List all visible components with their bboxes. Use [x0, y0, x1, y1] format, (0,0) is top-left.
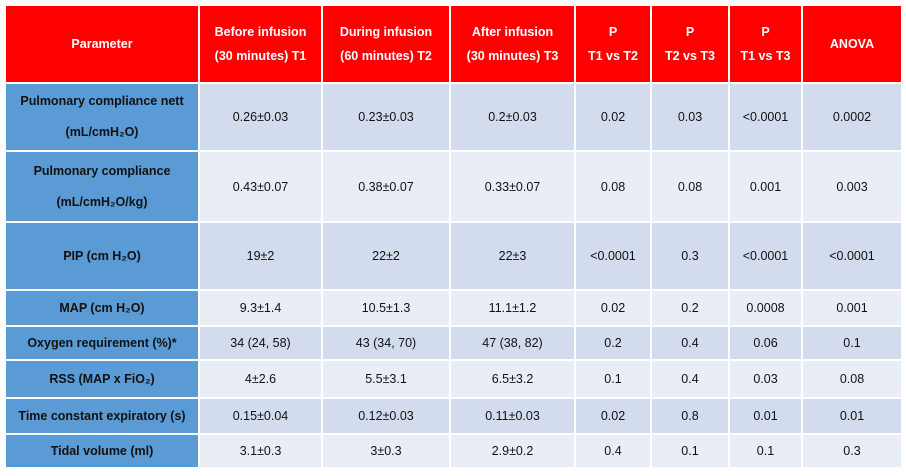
- table-cell: 0.3: [650, 221, 730, 291]
- header-during-infusion: During infusion (60 minutes) T2: [321, 4, 451, 84]
- table-cell: 0.08: [574, 150, 652, 223]
- table-cell: 0.08: [650, 150, 730, 223]
- table-cell: 0.1: [801, 325, 903, 361]
- table-cell: 0.26±0.03: [198, 82, 323, 152]
- table-cell: <0.0001: [574, 221, 652, 291]
- table-cell: 0.43±0.07: [198, 150, 323, 223]
- table-cell: 2.9±0.2: [449, 433, 576, 469]
- table-cell: 0.8: [650, 397, 730, 435]
- table-cell: 0.1: [728, 433, 803, 469]
- table-cell: <0.0001: [728, 82, 803, 152]
- results-table: Parameter Before infusion (30 minutes) T1…: [4, 4, 903, 469]
- table-cell: 0.02: [574, 289, 652, 327]
- table-cell: 0.001: [728, 150, 803, 223]
- table-cell: 0.2: [574, 325, 652, 361]
- table-cell: 0.2: [650, 289, 730, 327]
- table-row: Tidal volume (ml) 3.1±0.3 3±0.3 2.9±0.2 …: [4, 433, 903, 469]
- table-cell: 0.06: [728, 325, 803, 361]
- table-cell: 0.01: [728, 397, 803, 435]
- row-label: Time constant expiratory (s): [4, 397, 200, 435]
- table-cell: 0.3: [801, 433, 903, 469]
- row-label: Pulmonary compliance nett (mL/cmH₂O): [4, 82, 200, 152]
- table-cell: 3.1±0.3: [198, 433, 323, 469]
- table-cell: 22±2: [321, 221, 451, 291]
- table-cell: 0.23±0.03: [321, 82, 451, 152]
- table-cell: 11.1±1.2: [449, 289, 576, 327]
- table-row: MAP (cm H₂O) 9.3±1.4 10.5±1.3 11.1±1.2 0…: [4, 289, 903, 327]
- header-row: Parameter Before infusion (30 minutes) T1…: [4, 4, 903, 84]
- table-cell: 0.2±0.03: [449, 82, 576, 152]
- table-cell: 0.02: [574, 82, 652, 152]
- table-cell: 5.5±3.1: [321, 359, 451, 399]
- table-cell: 0.0002: [801, 82, 903, 152]
- header-after-infusion: After infusion (30 minutes) T3: [449, 4, 576, 84]
- table-cell: <0.0001: [728, 221, 803, 291]
- table-row: PIP (cm H₂O) 19±2 22±2 22±3 <0.0001 0.3 …: [4, 221, 903, 291]
- table-cell: 0.11±0.03: [449, 397, 576, 435]
- table-cell: 47 (38, 82): [449, 325, 576, 361]
- table-row: Time constant expiratory (s) 0.15±0.04 0…: [4, 397, 903, 435]
- table-cell: 0.003: [801, 150, 903, 223]
- table-cell: 22±3: [449, 221, 576, 291]
- table-cell: 0.4: [650, 359, 730, 399]
- table-row: Pulmonary compliance nett (mL/cmH₂O) 0.26…: [4, 82, 903, 152]
- row-label: PIP (cm H₂O): [4, 221, 200, 291]
- table-row: Oxygen requirement (%)* 34 (24, 58) 43 (…: [4, 325, 903, 361]
- table-cell: 0.01: [801, 397, 903, 435]
- table-cell: 34 (24, 58): [198, 325, 323, 361]
- header-parameter: Parameter: [4, 4, 200, 84]
- table-cell: 0.0008: [728, 289, 803, 327]
- table-cell: 0.38±0.07: [321, 150, 451, 223]
- table-cell: 0.4: [574, 433, 652, 469]
- row-label: Tidal volume (ml): [4, 433, 200, 469]
- row-label: MAP (cm H₂O): [4, 289, 200, 327]
- header-p-t1-t3: P T1 vs T3: [728, 4, 803, 84]
- table-cell: 9.3±1.4: [198, 289, 323, 327]
- table-row: Pulmonary compliance (mL/cmH₂O/kg) 0.43±0…: [4, 150, 903, 223]
- table-cell: 0.4: [650, 325, 730, 361]
- row-label: RSS (MAP x FiO₂): [4, 359, 200, 399]
- table-cell: 0.08: [801, 359, 903, 399]
- table-row: RSS (MAP x FiO₂) 4±2.6 5.5±3.1 6.5±3.2 0…: [4, 359, 903, 399]
- table-cell: 0.1: [574, 359, 652, 399]
- header-p-t1-t2: P T1 vs T2: [574, 4, 652, 84]
- table-cell: 0.12±0.03: [321, 397, 451, 435]
- table-cell: 0.15±0.04: [198, 397, 323, 435]
- header-anova: ANOVA: [801, 4, 903, 84]
- table-cell: 6.5±3.2: [449, 359, 576, 399]
- table-cell: 0.02: [574, 397, 652, 435]
- table-cell: 0.03: [728, 359, 803, 399]
- table-cell: 0.03: [650, 82, 730, 152]
- table-cell: <0.0001: [801, 221, 903, 291]
- table-cell: 0.1: [650, 433, 730, 469]
- header-p-t2-t3: P T2 vs T3: [650, 4, 730, 84]
- table-cell: 43 (34, 70): [321, 325, 451, 361]
- header-before-infusion: Before infusion (30 minutes) T1: [198, 4, 323, 84]
- row-label: Oxygen requirement (%)*: [4, 325, 200, 361]
- table-cell: 4±2.6: [198, 359, 323, 399]
- row-label: Pulmonary compliance (mL/cmH₂O/kg): [4, 150, 200, 223]
- table-cell: 10.5±1.3: [321, 289, 451, 327]
- table-cell: 0.001: [801, 289, 903, 327]
- table-cell: 3±0.3: [321, 433, 451, 469]
- table-cell: 19±2: [198, 221, 323, 291]
- table-cell: 0.33±0.07: [449, 150, 576, 223]
